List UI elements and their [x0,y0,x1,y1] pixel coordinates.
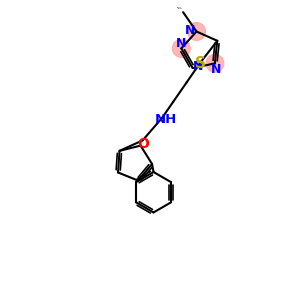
Text: methyl: methyl [177,7,182,8]
Text: O: O [138,137,149,152]
Text: NH: NH [155,113,178,126]
Text: N: N [193,60,203,73]
Text: N: N [176,37,187,50]
Text: N: N [185,24,195,38]
Circle shape [172,40,190,57]
Text: methyl: methyl [178,8,183,9]
Circle shape [188,22,206,40]
Text: S: S [194,56,206,70]
Text: N: N [211,63,222,76]
Circle shape [206,54,224,72]
